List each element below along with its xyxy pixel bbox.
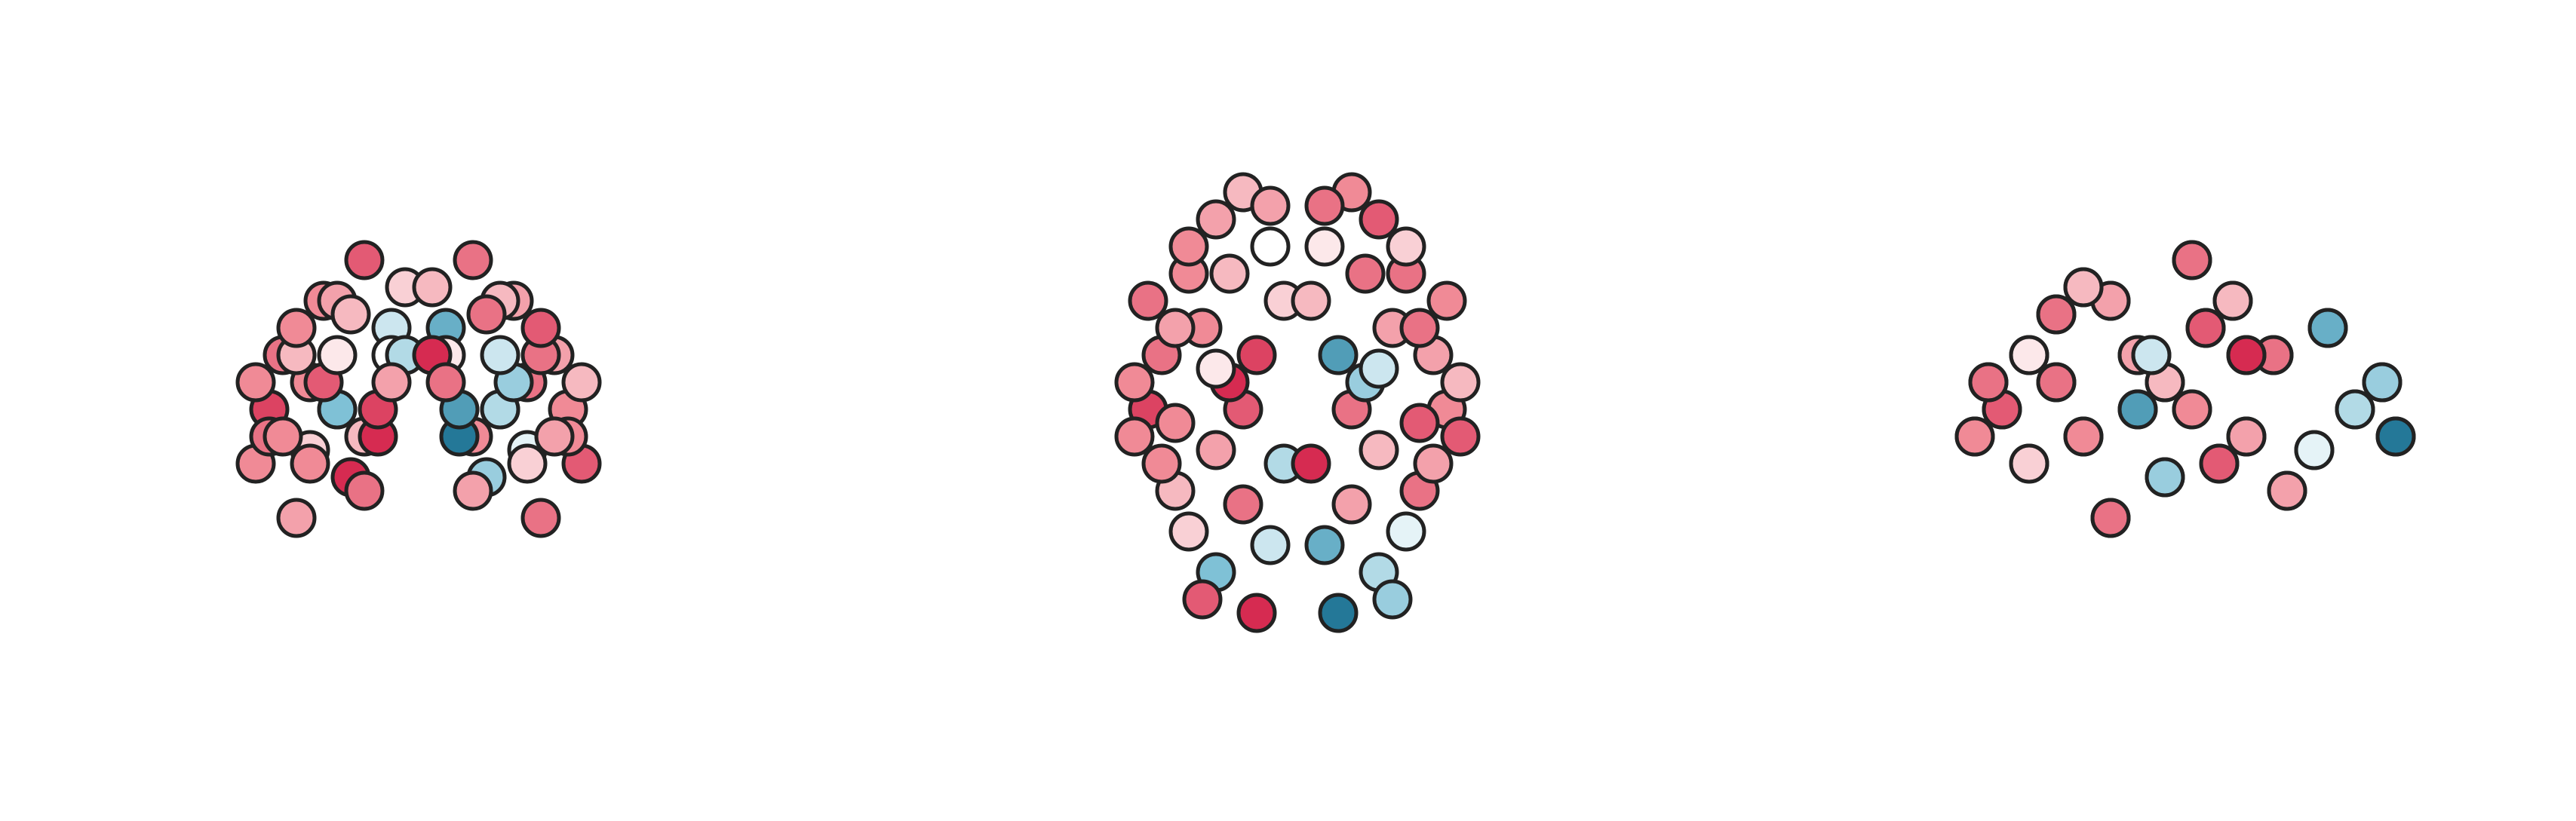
node-marker <box>2063 416 2104 457</box>
node-marker <box>453 240 493 280</box>
node-marker <box>453 470 493 511</box>
node-marker <box>1196 348 1236 389</box>
node-marker <box>2212 280 2253 321</box>
node-marker <box>290 443 330 484</box>
node-marker <box>520 308 561 348</box>
node-marker <box>1196 430 1236 470</box>
node-marker <box>2199 443 2240 484</box>
node-marker <box>2294 430 2335 470</box>
node-marker <box>1250 185 1291 226</box>
node-marker <box>317 335 358 375</box>
node-marker <box>1236 335 1277 375</box>
brain-view <box>1114 172 1481 633</box>
node-marker <box>330 294 371 335</box>
node-marker <box>1141 443 1182 484</box>
brain-view <box>235 240 602 538</box>
node-marker <box>235 362 276 403</box>
node-marker <box>1209 253 1250 294</box>
node-marker <box>1236 593 1277 633</box>
node-marker <box>2185 308 2226 348</box>
node-marker <box>344 240 385 280</box>
node-marker <box>1128 280 1168 321</box>
node-marker <box>276 498 317 538</box>
node-marker <box>1223 484 1263 525</box>
node-marker <box>2063 267 2104 308</box>
node-marker <box>1318 593 1359 633</box>
node-marker <box>2009 335 2049 375</box>
node-marker <box>276 308 317 348</box>
node-marker <box>2009 443 2049 484</box>
node-marker <box>1331 484 1372 525</box>
node-marker <box>2362 362 2403 403</box>
node-marker <box>425 362 466 403</box>
node-marker <box>466 294 507 335</box>
node-marker <box>1386 511 1426 552</box>
node-marker <box>1359 199 1399 240</box>
node-marker <box>412 267 453 308</box>
node-marker <box>2036 294 2077 335</box>
node-marker <box>1114 362 1155 403</box>
node-marker <box>1386 226 1426 267</box>
node-marker <box>2375 416 2416 457</box>
node-marker <box>1440 416 1481 457</box>
node-marker <box>1359 348 1399 389</box>
node-marker <box>1345 253 1386 294</box>
node-marker <box>1182 579 1223 620</box>
node-marker <box>371 362 412 403</box>
node-marker <box>534 416 575 457</box>
node-marker <box>1304 185 1345 226</box>
node-marker <box>1954 416 1995 457</box>
node-marker <box>263 416 303 457</box>
node-marker <box>1359 430 1399 470</box>
node-marker <box>1399 403 1440 443</box>
node-marker <box>1168 511 1209 552</box>
node-marker <box>2226 335 2267 375</box>
node-marker <box>2172 389 2212 430</box>
node-marker <box>2117 389 2158 430</box>
node-marker <box>1372 579 1413 620</box>
node-marker <box>1399 308 1440 348</box>
node-marker <box>1304 226 1345 267</box>
node-marker <box>2131 335 2172 375</box>
node-marker <box>1413 443 1454 484</box>
node-marker <box>1968 362 2009 403</box>
node-marker <box>2036 362 2077 403</box>
node-marker <box>1291 280 1331 321</box>
node-marker <box>1155 403 1196 443</box>
node-marker <box>561 362 602 403</box>
node-marker <box>1250 226 1291 267</box>
node-marker <box>1291 443 1331 484</box>
node-marker <box>2090 498 2131 538</box>
node-marker <box>1155 308 1196 348</box>
node-marker <box>1196 199 1236 240</box>
node-marker <box>344 470 385 511</box>
node-marker <box>1440 362 1481 403</box>
node-marker <box>2335 389 2375 430</box>
node-marker <box>507 443 548 484</box>
node-marker <box>1250 525 1291 565</box>
node-marker <box>2226 416 2267 457</box>
brain-view <box>1954 240 2416 538</box>
node-marker <box>1426 280 1467 321</box>
node-marker <box>520 498 561 538</box>
node-marker <box>2307 308 2348 348</box>
node-marker <box>2267 470 2307 511</box>
node-marker <box>1114 416 1155 457</box>
node-marker <box>2172 240 2212 280</box>
node-marker <box>1168 226 1209 267</box>
node-marker <box>1318 335 1359 375</box>
node-marker <box>1304 525 1345 565</box>
node-marker <box>480 335 520 375</box>
node-marker <box>2145 457 2185 498</box>
